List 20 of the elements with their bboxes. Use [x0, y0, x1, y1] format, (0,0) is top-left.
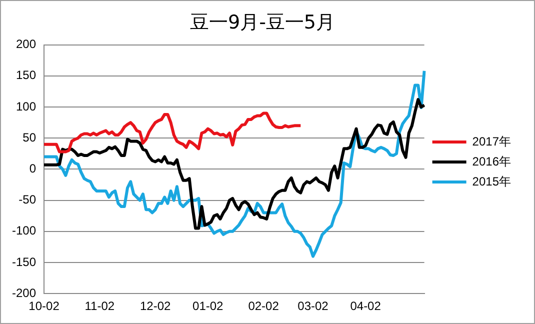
y-tick-label: -50 — [18, 192, 36, 207]
x-tick-label: 02-02 — [248, 299, 280, 314]
x-tick-label: 11-02 — [84, 299, 115, 314]
x-tick-label: 01-02 — [192, 299, 224, 314]
y-tick-label: -200 — [12, 286, 36, 300]
legend-label: 2017年 — [472, 134, 512, 148]
y-tick-label: 100 — [16, 99, 36, 114]
x-tick-label: 12-02 — [140, 299, 171, 314]
y-tick-label: -100 — [12, 224, 36, 238]
y-tick-label: 200 — [16, 37, 36, 52]
y-tick-label: 0 — [29, 162, 36, 176]
y-tick-label: 150 — [16, 68, 36, 82]
x-tick-label: 04-02 — [350, 299, 382, 314]
legend-label: 2015年 — [472, 174, 512, 188]
chart-title: 豆一9月-豆一5月 — [190, 11, 336, 34]
legend-label: 2016年 — [472, 154, 512, 168]
y-tick-label: -150 — [12, 254, 36, 269]
y-tick-label: 50 — [22, 130, 36, 144]
x-tick-label: 10-02 — [28, 299, 60, 314]
x-tick-label: 03-02 — [298, 299, 329, 314]
